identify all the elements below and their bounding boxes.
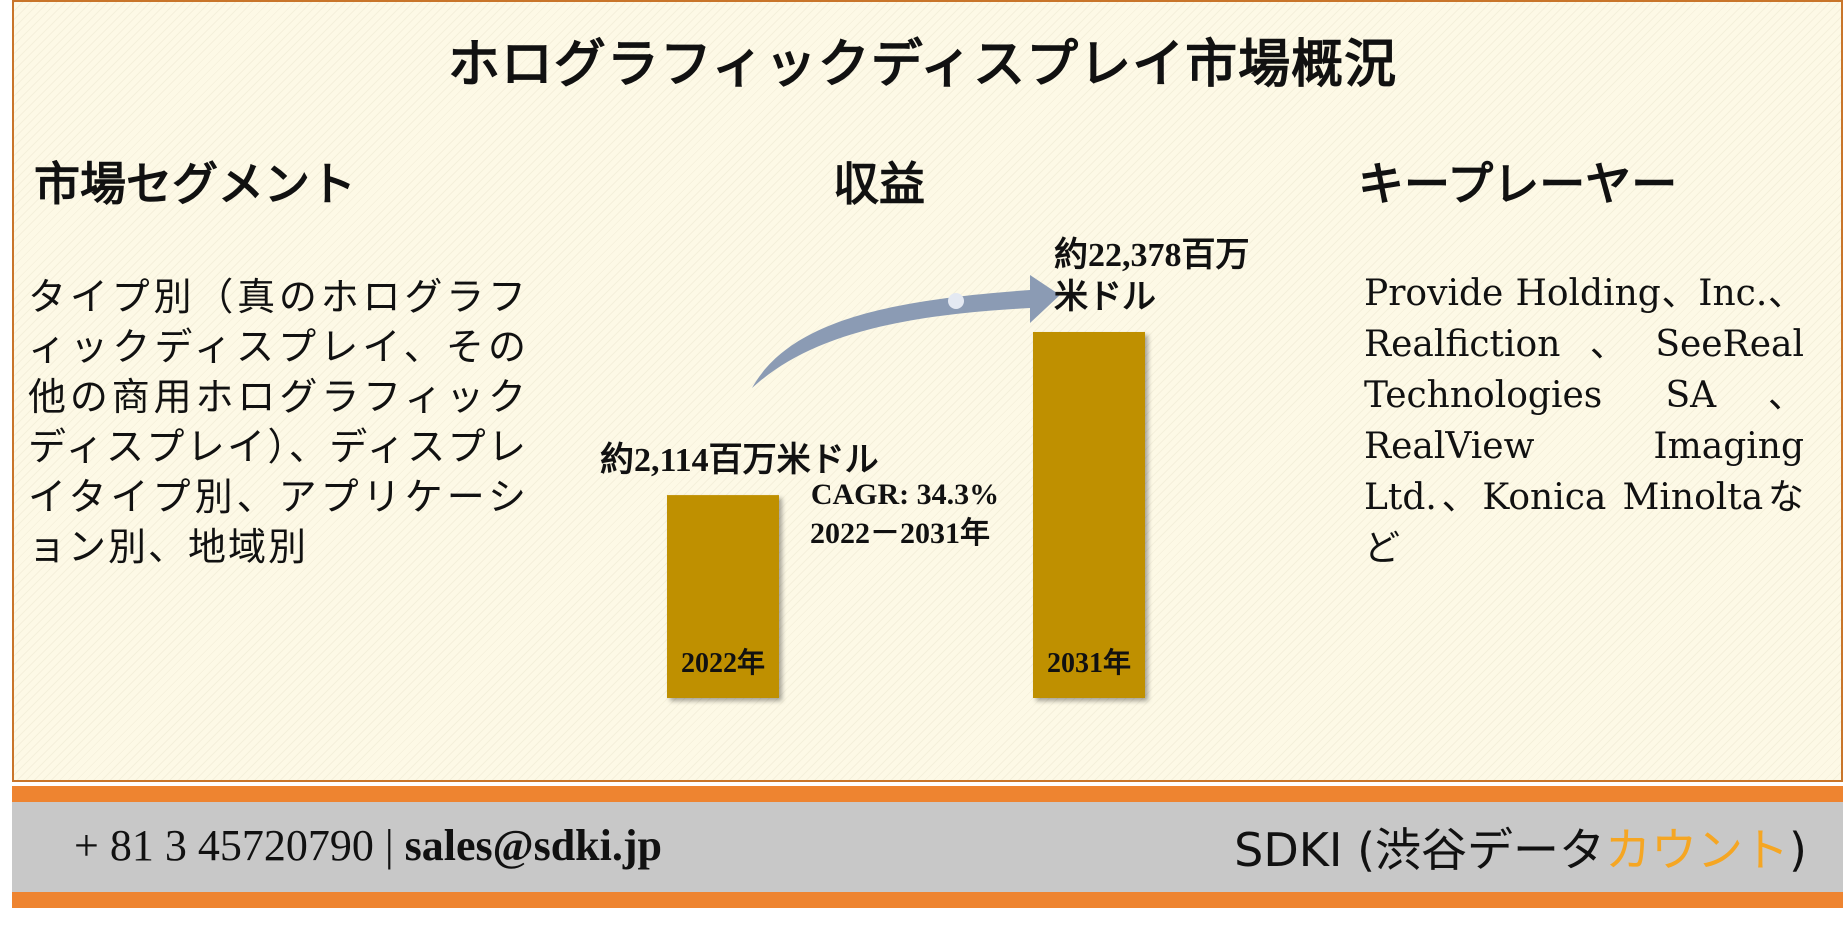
segments-heading: 市場セグメント [34, 157, 356, 211]
value-label: 約2,114百万米ドル [600, 441, 879, 479]
value-label: 米ドル [1054, 278, 1156, 316]
bar-2022年 [667, 495, 779, 698]
brand-name: SDKI (渋谷データカウント) [1234, 814, 1807, 880]
growth-arrow [752, 275, 1060, 388]
key-players-heading: キープレーヤー [1358, 157, 1678, 211]
phone-number: + 81 3 45720790 [74, 821, 374, 870]
category-label: 2022年 [681, 646, 765, 679]
footer-bar: + 81 3 45720790 | sales@sdki.jp SDKI (渋谷… [12, 802, 1843, 892]
footer-bottom-strip [12, 892, 1843, 908]
overview-panel [12, 0, 1843, 782]
cagr-period-label: 2022－2031年 [810, 517, 990, 550]
contact-info: + 81 3 45720790 | sales@sdki.jp [74, 820, 662, 871]
value-label: 約22,378百万 [1054, 236, 1250, 274]
footer-top-strip [12, 786, 1843, 802]
bar-2031年 [1033, 332, 1145, 698]
category-label: 2031年 [1047, 646, 1131, 679]
key-players-body: Provide Holding、Inc.、Realfiction、SeeReal… [1364, 273, 1804, 569]
brand-accent: カウント [1605, 823, 1790, 877]
revenue-heading: 収益 [833, 157, 925, 211]
email-address: sales@sdki.jp [404, 821, 662, 870]
arrow-highlight-dot [948, 293, 964, 309]
cagr-label: CAGR: 34.3% [811, 478, 999, 511]
page-title: ホログラフィックディスプレイ市場概況 [447, 34, 1398, 95]
contact-separator: | [384, 821, 394, 870]
brand-main: SDKI (渋谷データ [1234, 823, 1606, 877]
brand-end: ) [1789, 823, 1807, 877]
segments-body: タイプ別（真のホログラフィックディスプレイ、その他の商用ホログラフィックディスプ… [28, 275, 528, 569]
